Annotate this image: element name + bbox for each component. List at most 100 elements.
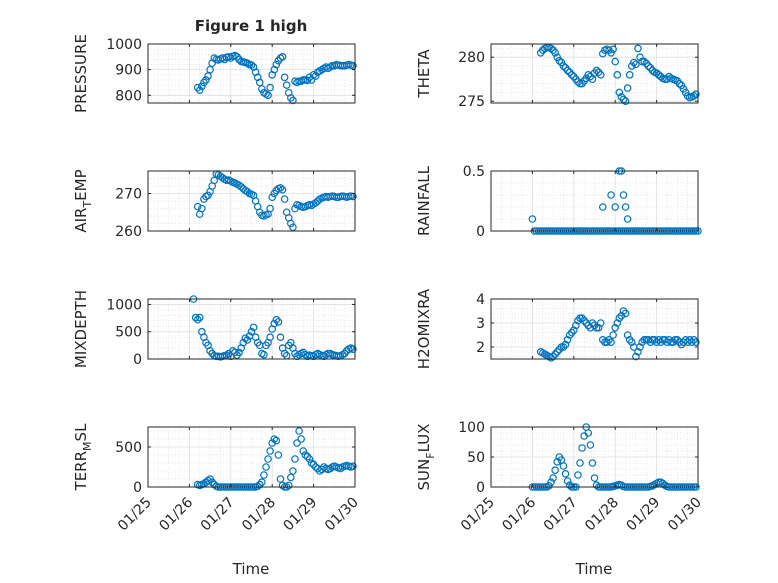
data-point [198,204,206,213]
data-point [576,459,584,467]
data-point [613,319,622,327]
data-point [580,316,588,325]
x-axis-label-right: Time [575,560,613,578]
data-point [307,459,316,467]
data-point [563,477,572,485]
data-point [289,467,297,475]
data-point [607,338,615,347]
y-tick-label: 1000 [106,297,142,313]
data-point [673,335,682,344]
y-tick-label: 50 [467,450,485,466]
data-point [297,435,305,443]
data-point [293,439,301,447]
data-point [276,184,285,192]
data-point [632,60,640,69]
data-point [349,462,357,471]
data-point [592,323,601,332]
data-point [274,451,283,459]
data-point [272,60,281,69]
data-point [336,464,345,473]
data-point [561,340,570,349]
x-tick-label: 01/26 [499,494,539,534]
data-point [677,340,686,349]
data-point [270,435,279,443]
data-point [551,49,559,57]
x-tick-label: 01/28 [582,495,622,535]
data-point [208,478,216,487]
data-point [644,62,653,70]
data-point [204,191,212,200]
x-tick-label: 01/30 [322,495,362,535]
data-point [561,469,570,478]
y-tick-label: 0 [133,480,142,496]
y-tick-label: 0 [476,480,485,496]
data-point [621,203,630,211]
y-tick-label: 260 [115,224,142,240]
y-tick-label: 0.5 [463,164,485,180]
data-point [563,335,572,344]
data-point [675,79,684,88]
data-point [243,336,252,344]
data-point [611,203,620,211]
data-point [555,56,564,65]
data-point [289,223,297,232]
data-point [299,76,308,84]
y-tick-label: 4 [476,292,485,308]
data-point [305,455,314,463]
data-point [578,444,586,452]
data-point [621,97,630,106]
x-tick-label: 01/28 [239,495,279,535]
data-point [316,467,324,475]
data-point [621,309,630,318]
axes-box [490,170,699,232]
data-point [679,338,688,347]
y-tick-label: 500 [115,325,142,341]
data-point [569,326,578,335]
data-point [683,338,692,347]
data-point [640,57,648,66]
y-tick-label: 100 [458,420,485,436]
x-tick-label: 01/26 [156,494,196,534]
data-point [598,203,607,211]
data-point [204,476,212,485]
y-tick-label: 800 [115,88,142,104]
data-point [260,350,268,359]
data-point [249,323,258,332]
data-point [615,314,624,323]
data-point [567,71,576,79]
grid [147,298,356,360]
data-point [272,315,281,324]
data-point [266,447,274,455]
data-point [638,57,646,66]
data-point [268,439,277,447]
y-tick-label: 2 [476,340,485,356]
data-markers [536,307,700,362]
data-point [270,319,279,328]
data-point [289,96,297,105]
grid [490,426,699,488]
data-point [650,335,659,344]
axes-box [147,43,356,104]
data-point [692,338,700,347]
y-tick-label: 1000 [106,37,142,53]
plot-area [148,44,355,103]
data-point [247,327,256,336]
subplot-third-left: 0 500 1000 MIXDEPTH [72,290,357,368]
data-point [198,82,206,91]
data-point [609,331,617,339]
data-point [619,191,628,199]
data-point [301,451,310,459]
data-point [191,313,200,322]
data-point [547,478,555,487]
data-point [195,86,204,94]
data-point [235,348,243,357]
data-point [255,78,264,87]
data-point [623,331,632,339]
data-point [349,62,357,70]
data-point [549,474,557,482]
data-point [528,215,537,223]
data-point [654,478,663,487]
data-point [311,463,320,471]
